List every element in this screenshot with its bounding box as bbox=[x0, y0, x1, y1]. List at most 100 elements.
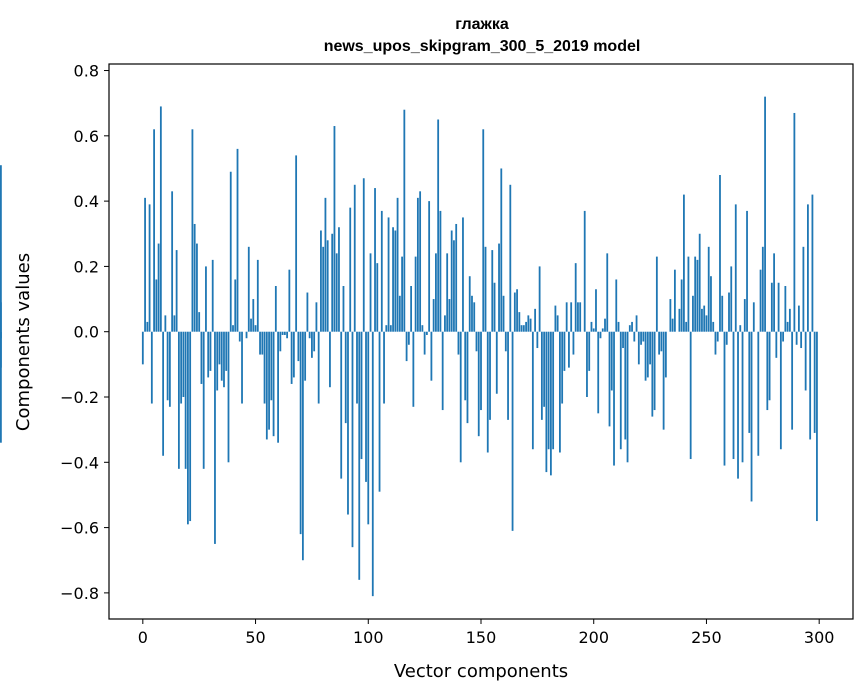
y-tick-label: −0.2 bbox=[60, 388, 99, 407]
bar bbox=[489, 331, 491, 420]
bar bbox=[807, 204, 809, 332]
bar bbox=[730, 266, 733, 332]
bar bbox=[554, 305, 557, 332]
y-tick-label: 0.6 bbox=[74, 127, 99, 146]
bar bbox=[486, 331, 489, 453]
x-axis-label: Vector components bbox=[394, 661, 568, 682]
bar bbox=[229, 171, 232, 332]
bar bbox=[441, 331, 444, 411]
y-tick-label: 0.0 bbox=[74, 323, 99, 342]
bar bbox=[559, 331, 561, 453]
bar bbox=[536, 331, 539, 349]
bar bbox=[304, 331, 307, 381]
bar bbox=[495, 331, 498, 394]
bar bbox=[599, 331, 602, 339]
bar bbox=[631, 321, 633, 332]
bar bbox=[689, 331, 692, 460]
bar bbox=[669, 299, 672, 332]
bar bbox=[800, 331, 803, 349]
bar bbox=[423, 331, 426, 355]
bar bbox=[182, 331, 185, 397]
bar bbox=[274, 286, 277, 332]
bar bbox=[209, 331, 212, 371]
bar bbox=[403, 109, 406, 332]
bar bbox=[329, 331, 331, 388]
bar bbox=[811, 194, 814, 332]
bar bbox=[412, 331, 415, 407]
bar bbox=[155, 279, 158, 332]
bar bbox=[227, 331, 230, 463]
bar bbox=[509, 184, 512, 332]
bar bbox=[380, 210, 383, 332]
bar bbox=[205, 266, 207, 332]
bar bbox=[651, 331, 654, 417]
bar bbox=[313, 331, 316, 352]
bar bbox=[547, 331, 550, 450]
bar bbox=[784, 286, 787, 332]
bar bbox=[351, 331, 354, 548]
bar bbox=[218, 331, 221, 365]
bar bbox=[570, 302, 573, 332]
bar bbox=[371, 331, 374, 597]
bar bbox=[635, 315, 638, 332]
bar bbox=[272, 331, 275, 437]
bar bbox=[739, 325, 742, 332]
bar bbox=[162, 331, 165, 456]
bar bbox=[520, 325, 523, 332]
bar bbox=[184, 331, 187, 469]
bar bbox=[716, 331, 719, 342]
bar bbox=[732, 331, 735, 460]
bar bbox=[701, 308, 703, 332]
bar bbox=[444, 315, 446, 332]
bar bbox=[786, 321, 789, 332]
bar bbox=[159, 106, 162, 332]
bar bbox=[673, 269, 676, 332]
bar bbox=[187, 331, 189, 525]
bar bbox=[604, 318, 606, 332]
bar bbox=[288, 269, 291, 332]
bar bbox=[333, 126, 336, 332]
x-tick-label: 150 bbox=[466, 628, 497, 647]
bar bbox=[378, 331, 381, 492]
bar bbox=[193, 223, 196, 332]
bar bbox=[522, 325, 525, 332]
bar bbox=[466, 331, 469, 424]
bar bbox=[633, 331, 636, 342]
bar bbox=[428, 201, 431, 332]
bar bbox=[374, 188, 376, 332]
bar bbox=[511, 331, 514, 531]
bar bbox=[583, 210, 586, 332]
bar bbox=[234, 279, 237, 332]
bar bbox=[572, 331, 575, 355]
bar bbox=[728, 292, 730, 332]
bar bbox=[619, 331, 622, 450]
bar bbox=[360, 331, 363, 460]
bar bbox=[401, 256, 403, 332]
bar bbox=[166, 331, 169, 401]
y-tick-label: 0.8 bbox=[74, 62, 99, 81]
y-tick-label: 0.2 bbox=[74, 257, 99, 276]
bar bbox=[0, 331, 2, 443]
bar bbox=[773, 253, 775, 332]
bar bbox=[703, 305, 706, 332]
x-tick-label: 50 bbox=[245, 628, 265, 647]
bar bbox=[473, 302, 476, 332]
bar bbox=[615, 279, 618, 332]
bar bbox=[367, 331, 370, 525]
bar bbox=[263, 331, 266, 404]
bar bbox=[315, 302, 318, 332]
bar bbox=[254, 325, 257, 332]
bar bbox=[189, 331, 192, 522]
bar bbox=[637, 331, 640, 365]
bar bbox=[500, 168, 503, 332]
bar bbox=[331, 233, 334, 332]
bar bbox=[376, 263, 379, 332]
bar bbox=[540, 331, 543, 420]
bar bbox=[369, 253, 372, 332]
bar bbox=[748, 331, 751, 433]
y-tick-label: 0.4 bbox=[74, 192, 99, 211]
x-tick-label: 250 bbox=[691, 628, 722, 647]
x-tick-label: 0 bbox=[138, 628, 148, 647]
y-tick-label: −0.8 bbox=[60, 584, 99, 603]
